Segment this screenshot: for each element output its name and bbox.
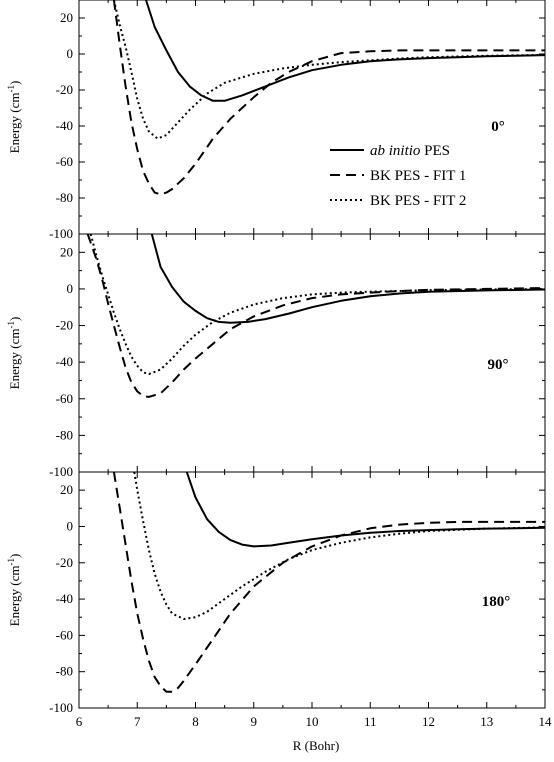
y-tick-label: 0 [67,518,74,533]
x-tick-label: 11 [364,714,377,729]
y-tick-label: -100 [49,226,73,241]
y-tick-label: -40 [56,591,73,606]
legend-entry-label: BK PES - FIT 2 [370,193,466,209]
series-line-dotted [112,0,545,140]
y-tick-label: -60 [56,154,73,169]
legend: ab initio PES BK PES - FIT 1 BK PES - FIT … [330,143,466,209]
y-tick-label: -60 [56,627,73,642]
y-axis-title: Energy (cm-1) [6,317,22,390]
y-tick-label: -40 [56,354,73,369]
panel-angle-label: 0° [491,119,505,135]
y-axis-title: Energy (cm-1) [6,81,22,154]
y-tick-label: -100 [49,464,73,479]
y-tick-label: -20 [56,318,73,333]
series-line-solid [185,472,545,548]
y-tick-label: 20 [60,10,73,25]
series-line-dashed [112,472,545,693]
series-line-dotted [89,234,545,376]
y-tick-label: -20 [56,555,73,570]
y-tick-label: 20 [60,244,73,259]
y-tick-label: -80 [56,190,73,205]
plot-frame [78,233,546,473]
plot-frame [78,471,546,709]
y-tick-label: -40 [56,118,73,133]
y-tick-label: -80 [56,664,73,679]
panel-1: 20 0 -20 -40 -60 -80 -100 Energy (cm-1) 0° ab ini… [6,0,546,241]
x-tick-label: 7 [134,714,141,729]
panel-angle-label: 180° [482,594,511,610]
x-tick-label: 13 [480,714,493,729]
x-tick-label: 6 [76,714,83,729]
y-tick-label: 20 [60,482,73,497]
y-tick-label: -100 [49,700,73,715]
panel-2: 20 0 -20 -40 -60 -80 -100 Energy (cm-1) 90° [6,233,546,479]
y-tick-label: -60 [56,391,73,406]
series-line-dotted [133,472,545,620]
y-tick-label: 0 [67,281,74,296]
x-tick-label: 12 [422,714,435,729]
x-tick-label: 9 [251,714,258,729]
series-line-dashed [112,0,545,196]
series-line-solid [150,234,545,324]
x-axis-title: R (Bohr) [293,738,340,753]
x-tick-label: 8 [192,714,199,729]
series-line-dashed [86,234,545,398]
x-tick-label: 10 [306,714,319,729]
panel-angle-label: 90° [488,357,509,373]
y-axis-title: Energy (cm-1) [6,554,22,627]
y-tick-label: -20 [56,82,73,97]
legend-entry-label: BK PES - FIT 1 [370,168,466,184]
x-tick-label: 14 [539,714,553,729]
y-tick-label: 0 [67,46,74,61]
plot-frame [78,0,546,235]
y-tick-label: -80 [56,427,73,442]
legend-entry-label: ab initio PES [370,143,450,159]
